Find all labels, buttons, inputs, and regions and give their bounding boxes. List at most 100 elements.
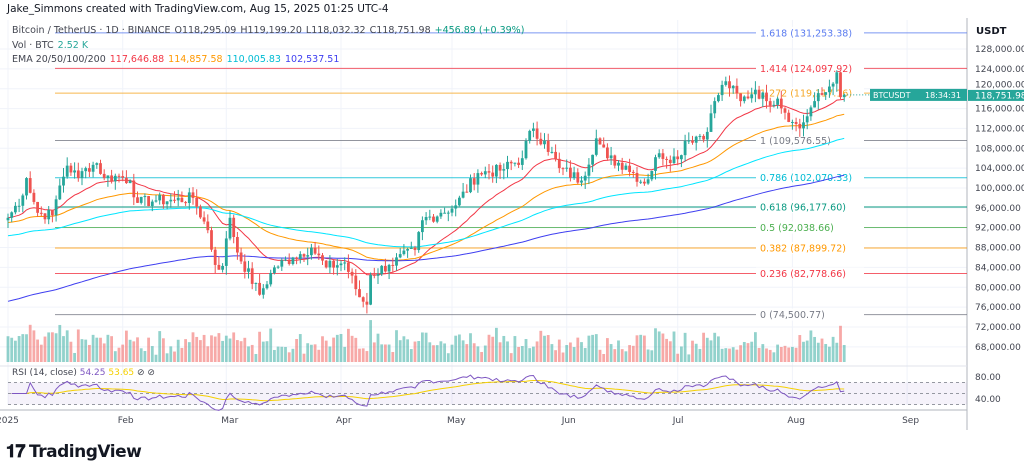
- candle-body: [313, 247, 317, 254]
- candle-body: [254, 282, 258, 284]
- volume-bar: [65, 330, 69, 362]
- candle-body: [51, 209, 54, 216]
- candle-body: [602, 144, 606, 148]
- volume-bar: [576, 337, 580, 362]
- candle-body: [761, 92, 765, 99]
- last-price-value: 118,751.98: [975, 91, 1024, 101]
- symbol-name[interactable]: Bitcoin / TetherUS · 1D · BINANCE: [12, 25, 171, 36]
- volume-bar: [395, 330, 398, 362]
- candle-body: [483, 171, 487, 175]
- volume-bar: [310, 344, 313, 362]
- volume-bar: [805, 340, 809, 362]
- candle-body: [69, 165, 73, 173]
- volume-bar: [384, 344, 387, 362]
- fib-label-0.786: 0.786 (102,070.33): [760, 173, 852, 184]
- candle-body: [250, 268, 254, 284]
- candle-body: [232, 217, 236, 237]
- candle-body: [576, 172, 580, 183]
- volume-bar: [635, 335, 639, 362]
- candle-body: [820, 93, 824, 95]
- candle-countdown: 18:34:31: [925, 91, 961, 100]
- volume-bar: [36, 339, 39, 362]
- volume-bar: [84, 339, 88, 362]
- volume-bar: [354, 337, 358, 362]
- volume-bar: [650, 350, 654, 362]
- volume-bar: [165, 353, 169, 362]
- candle-body: [583, 175, 587, 181]
- volume-bar: [705, 337, 709, 362]
- candle-body: [80, 171, 84, 179]
- candle-body: [17, 205, 21, 207]
- candle-body: [809, 107, 813, 117]
- volume-bar: [25, 334, 28, 362]
- fib-label-bg: [756, 267, 864, 280]
- symbol-row[interactable]: Bitcoin / TetherUS · 1D · BINANCE O118,29…: [12, 24, 528, 39]
- volume-value: 2.52 K: [57, 39, 89, 51]
- hide-icon[interactable]: ⊘ ⊘: [137, 368, 155, 378]
- candle-body: [261, 288, 265, 295]
- candle-body: [284, 259, 287, 261]
- candle-body: [839, 72, 842, 98]
- rsi-legend[interactable]: RSI (14, close) 54.25 53.65 ⊘ ⊘: [12, 368, 155, 378]
- volume-bar: [435, 345, 439, 362]
- price-tick-label: 68,000.00: [975, 343, 1021, 353]
- candle-body: [298, 254, 302, 259]
- candle-body: [424, 217, 428, 221]
- candle-body: [380, 265, 384, 275]
- volume-bar: [328, 346, 332, 362]
- volume-row[interactable]: Vol · BTC 2.52 K: [12, 39, 528, 54]
- candle-body: [824, 92, 828, 95]
- candle-body: [624, 165, 628, 170]
- candle-body: [550, 151, 554, 153]
- candle-body: [454, 205, 458, 209]
- candle-body: [691, 140, 694, 143]
- volume-bar: [406, 339, 409, 362]
- candle-body: [317, 253, 321, 256]
- volume-bar: [439, 341, 443, 362]
- volume-bar: [39, 344, 43, 362]
- candle-body: [657, 153, 661, 158]
- volume-bar: [668, 341, 672, 362]
- time-tick-label: May: [447, 416, 466, 426]
- fib-label-0.618: 0.618 (96,177.60): [760, 202, 846, 213]
- candle-body: [557, 158, 561, 169]
- volume-bar: [572, 347, 576, 362]
- volume-bar: [702, 332, 705, 362]
- volume-bar: [765, 348, 768, 362]
- volume-bar: [631, 345, 635, 362]
- candle-body: [354, 275, 358, 290]
- volume-bar: [461, 340, 465, 362]
- candle-body: [324, 260, 328, 268]
- candle-body: [39, 212, 43, 214]
- volume-bar: [258, 331, 261, 362]
- price-tick-label: 100,000.00: [975, 184, 1024, 194]
- candle-body: [720, 84, 724, 96]
- volume-bar: [391, 352, 395, 362]
- volume-bar: [80, 339, 84, 362]
- candle-body: [117, 175, 121, 177]
- ema-row[interactable]: EMA 20/50/100/200 117,646.88 114,857.58 110…: [12, 53, 528, 68]
- volume-bar: [517, 346, 520, 362]
- candle-body: [635, 172, 639, 182]
- candle-body: [365, 301, 369, 305]
- currency-unit[interactable]: USDT: [976, 26, 1007, 37]
- candle-body: [787, 112, 791, 122]
- volume-bar: [820, 338, 824, 362]
- open-value: O118,295.09: [174, 25, 237, 36]
- candle-body: [295, 257, 298, 259]
- ema100-value: 110,005.83: [226, 54, 281, 65]
- volume-bar: [317, 349, 321, 362]
- candle-body: [128, 180, 132, 184]
- candle-body: [572, 172, 576, 178]
- volume-bar: [476, 346, 480, 362]
- volume-bar: [643, 335, 646, 362]
- volume-bar: [569, 342, 572, 362]
- volume-bar: [243, 337, 247, 362]
- volume-bar: [472, 343, 476, 362]
- volume-bar: [47, 332, 51, 362]
- volume-bar: [280, 346, 284, 362]
- volume-bar: [724, 348, 728, 362]
- price-chart[interactable]: 128,000.00 124,000.00 120,000.00 116,000.00…: [0, 0, 1024, 435]
- candle-body: [613, 155, 617, 166]
- price-tick-label: 120,000.00: [975, 81, 1024, 91]
